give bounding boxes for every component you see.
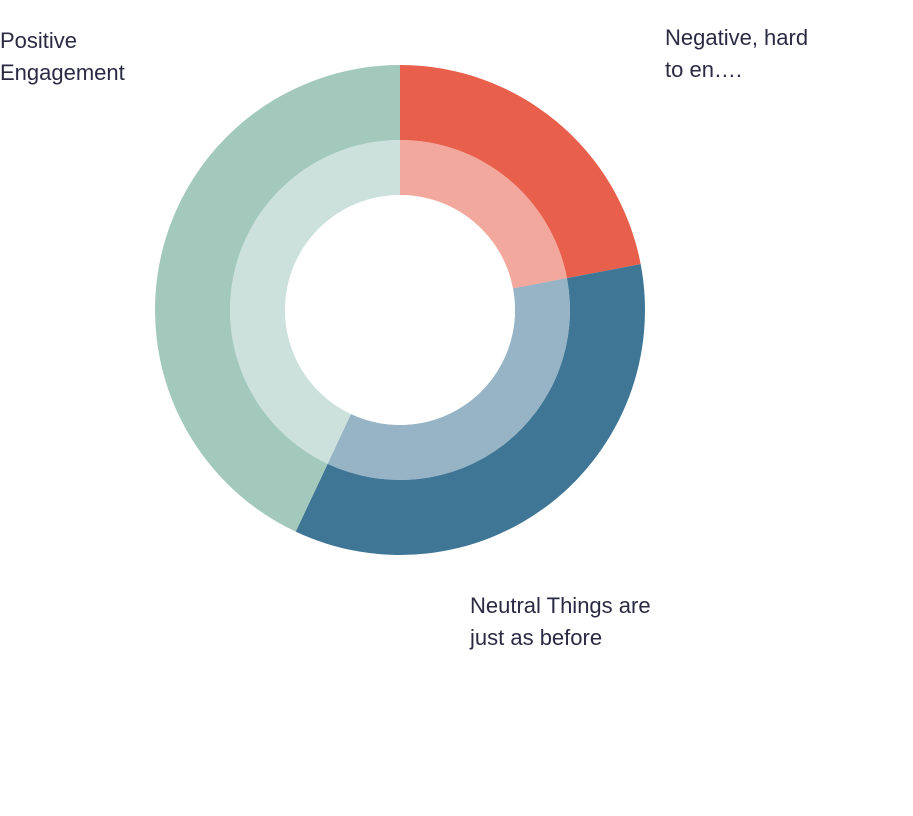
slice-label-negative: Negative, hard to en…. bbox=[665, 22, 808, 86]
slice-label-positive: Positive Engagement bbox=[0, 25, 125, 89]
donut-chart: Negative, hard to en…. Neutral Things ar… bbox=[0, 0, 913, 816]
donut-svg bbox=[0, 0, 913, 816]
slice-label-neutral: Neutral Things are just as before bbox=[470, 590, 651, 654]
donut-hole bbox=[285, 195, 515, 425]
